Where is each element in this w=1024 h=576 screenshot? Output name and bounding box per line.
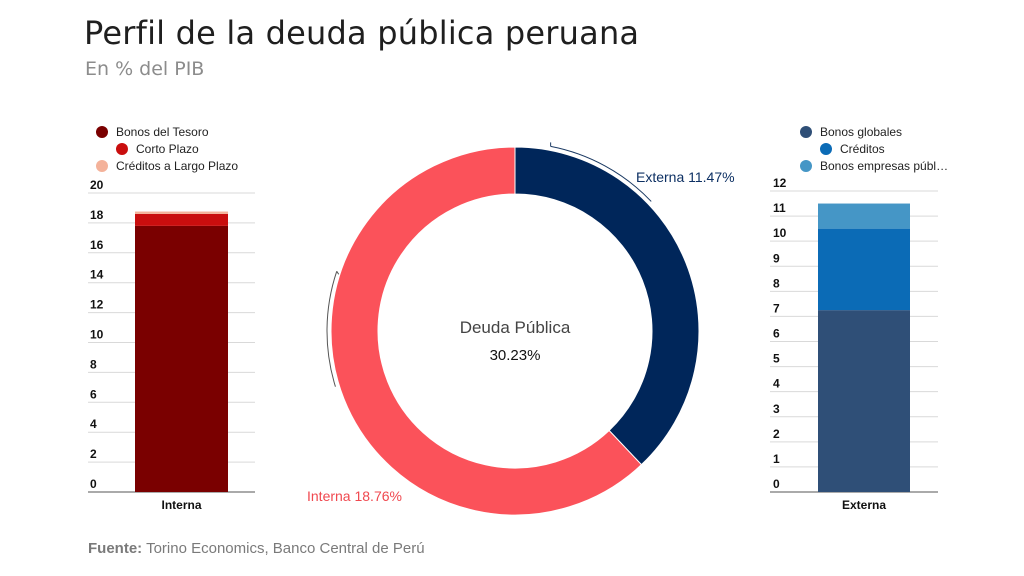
legend-label: Bonos del Tesoro <box>116 124 209 139</box>
legend-externa: Bonos globales Créditos Bonos empresas púb… <box>800 123 948 174</box>
chart-title: Perfil de la deuda pública peruana <box>84 14 640 52</box>
y-tick-label: 20 <box>90 178 104 192</box>
y-tick-label: 7 <box>773 301 780 315</box>
legend-interna: Bonos del Tesoro Corto Plazo Créditos a La… <box>96 123 238 174</box>
bar-corto-plazo <box>135 213 228 226</box>
legend-swatch <box>820 142 832 155</box>
bar-creditos-a-largo-plazo <box>135 211 228 214</box>
y-tick-label: 12 <box>90 298 104 312</box>
legend-item-bonos-empresas-publ: Bonos empresas públ… <box>800 157 948 174</box>
y-tick-label: 8 <box>773 276 780 290</box>
legend-label: Créditos a Largo Plazo <box>116 158 239 173</box>
chart-subtitle: En % del PIB <box>85 58 205 80</box>
legend-swatch <box>116 142 128 155</box>
y-tick-label: 5 <box>773 352 780 366</box>
y-tick-label: 10 <box>90 328 104 342</box>
x-tick-label: Externa <box>842 498 886 512</box>
legend-label: Bonos globales <box>820 124 903 139</box>
y-tick-label: 4 <box>773 377 780 391</box>
slice-label: Externa 11.47% <box>636 169 735 185</box>
slice-label: Interna 18.76% <box>307 488 402 504</box>
y-tick-label: 12 <box>773 176 787 190</box>
bar-bonos-del-tesoro <box>135 225 228 492</box>
legend-swatch <box>800 125 812 138</box>
legend-item-creditos-a-largo-plazo: Créditos a Largo Plazo <box>96 157 238 174</box>
legend-item-bonos-del-tesoro: Bonos del Tesoro <box>96 123 238 140</box>
slice-leader-tick <box>336 271 340 275</box>
slice-externa <box>514 146 700 466</box>
y-tick-label: 6 <box>90 387 97 401</box>
source-text: Torino Economics, Banco Central de Perú <box>146 540 425 557</box>
slice-leader <box>326 271 338 387</box>
y-tick-label: 11 <box>773 201 786 215</box>
source-label: Fuente: <box>88 540 143 557</box>
legend-item-bonos-globales: Bonos globales <box>800 123 948 140</box>
legend-item-creditos: Créditos <box>800 140 948 157</box>
legend-item-corto-plazo: Corto Plazo <box>96 140 238 157</box>
legend-swatch <box>96 125 108 138</box>
source-note: Fuente: Torino Economics, Banco Central … <box>88 540 425 557</box>
legend-label: Bonos empresas públ… <box>820 158 949 173</box>
bar-bonos-globales <box>818 310 910 492</box>
y-tick-label: 1 <box>773 452 780 466</box>
y-tick-label: 2 <box>90 447 97 461</box>
bar-bonos-empresas-publ <box>818 203 910 229</box>
slice-interna <box>330 146 643 516</box>
y-tick-label: 3 <box>773 402 780 416</box>
bar-creditos <box>818 228 910 311</box>
y-tick-label: 0 <box>90 477 97 491</box>
legend-label: Créditos <box>840 141 885 156</box>
legend-swatch <box>96 159 108 172</box>
slice-leader <box>550 145 652 202</box>
y-tick-label: 2 <box>773 427 780 441</box>
y-tick-label: 9 <box>773 251 780 265</box>
y-tick-label: 4 <box>90 417 97 431</box>
legend-swatch <box>800 159 812 172</box>
y-tick-label: 18 <box>90 208 104 222</box>
y-tick-label: 10 <box>773 226 787 240</box>
legend-label: Corto Plazo <box>136 141 199 156</box>
y-tick-label: 8 <box>90 357 97 371</box>
donut-center-value: 30.23% <box>490 347 541 364</box>
y-tick-label: 14 <box>90 268 104 282</box>
y-tick-label: 6 <box>773 327 780 341</box>
x-tick-label: Interna <box>161 498 201 512</box>
y-tick-label: 16 <box>90 238 104 252</box>
donut-center-label: Deuda Pública <box>460 318 571 337</box>
y-tick-label: 0 <box>773 477 780 491</box>
